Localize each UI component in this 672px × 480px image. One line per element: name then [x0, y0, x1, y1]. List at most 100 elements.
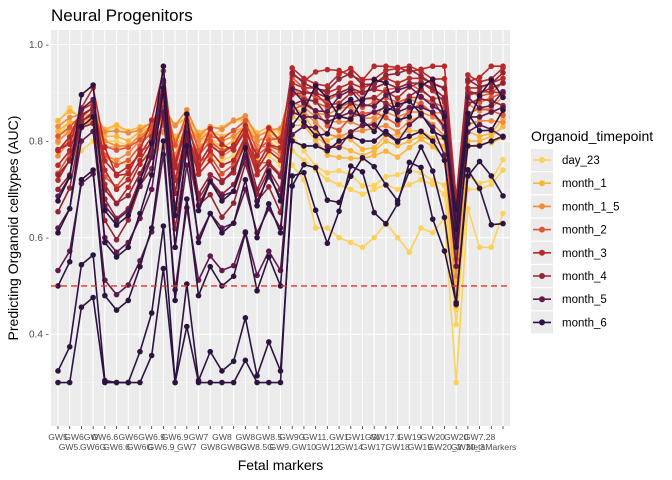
data-point-month_6: [55, 368, 61, 374]
data-point-day_23: [418, 225, 424, 231]
data-point-month_4: [219, 179, 225, 186]
data-point-month_3: [336, 67, 342, 74]
data-point-month_3: [102, 144, 108, 151]
data-point-month_6: [55, 198, 61, 204]
data-point-month_6: [324, 147, 331, 154]
data-point-day_23: [324, 170, 331, 176]
data-point-month_3: [277, 144, 284, 151]
legend-label-month_3: month_3: [562, 248, 607, 260]
data-point-month_4: [55, 208, 61, 215]
data-point-month_2: [242, 117, 249, 124]
legend-key-point-month_4: [539, 273, 545, 279]
data-point-month_1_5: [254, 133, 260, 140]
x-tick-label-row2: GW19.: [408, 442, 435, 452]
data-point-day_23: [359, 191, 366, 197]
data-point-month_6: [90, 167, 96, 173]
data-point-month_4: [312, 98, 319, 104]
data-point-month_1: [476, 133, 483, 140]
data-point-month_6: [383, 108, 389, 115]
data-point-month_5: [347, 87, 354, 93]
y-axis: 0.4 - 0.6 - 0.8 - 1.0 -: [29, 40, 49, 341]
data-point-month_3: [230, 147, 237, 153]
data-point-month_6: [265, 379, 272, 386]
data-point-month_4: [219, 214, 225, 220]
data-point-month_4: [230, 166, 237, 172]
data-point-month_4: [347, 70, 354, 77]
data-point-month_3: [219, 150, 225, 157]
data-point-month_3: [394, 95, 401, 101]
data-point-month_3: [195, 171, 202, 178]
data-point-month_6: [219, 379, 225, 386]
data-point-month_6: [195, 207, 202, 214]
data-point-month_6: [219, 230, 225, 236]
data-point-month_4: [359, 81, 366, 88]
data-point-month_3: [500, 63, 506, 70]
data-point-day_23: [371, 234, 377, 241]
data-point-day_23: [336, 181, 342, 188]
data-point-day_23: [312, 225, 319, 231]
data-point-month_3: [406, 75, 413, 82]
legend-label-month_1: month_1: [562, 178, 607, 190]
series-group: [55, 63, 506, 386]
data-point-month_4: [113, 200, 120, 207]
data-point-month_1_5: [312, 119, 319, 126]
data-point-month_6: [312, 207, 319, 214]
data-point-month_3: [55, 162, 61, 169]
data-point-month_3: [441, 63, 448, 70]
data-point-month_6: [476, 158, 483, 165]
data-point-month_6: [289, 138, 296, 144]
legend-label-month_2: month_2: [562, 225, 607, 237]
x-axis-title: Fetal markers: [238, 457, 324, 473]
data-point-month_3: [219, 162, 225, 169]
x-tick-label-row2: GW12: [315, 442, 340, 452]
data-point-month_6: [347, 163, 354, 169]
data-point-month_5: [336, 93, 342, 100]
data-point-month_3: [336, 85, 342, 91]
data-point-month_5: [324, 143, 331, 150]
y-tick-label: 1.0 -: [29, 40, 49, 51]
data-point-month_1_5: [102, 129, 108, 135]
x-tick-label-row1: GW6.9: [138, 432, 165, 442]
data-point-month_1_5: [359, 127, 366, 134]
data-point-month_2: [324, 123, 331, 129]
data-point-day_23: [418, 176, 424, 183]
data-point-month_6: [500, 94, 506, 101]
data-point-month_6: [301, 119, 307, 125]
data-point-month_5: [113, 291, 120, 298]
x-tick-label-row1: GW1GW: [345, 432, 380, 442]
data-point-month_5: [312, 114, 319, 120]
legend-label-day_23: day_23: [562, 155, 600, 167]
data-point-month_6: [230, 220, 237, 226]
data-point-month_6: [172, 379, 178, 386]
data-point-month_4: [383, 72, 389, 78]
data-point-month_3: [137, 161, 143, 168]
data-point-month_2: [371, 99, 377, 106]
data-point-month_5: [488, 102, 495, 109]
data-point-month_4: [55, 172, 61, 178]
data-point-day_23: [219, 157, 225, 164]
data-point-month_6: [488, 77, 495, 83]
data-point-month_3: [359, 77, 366, 84]
data-point-month_6: [406, 98, 413, 105]
data-point-month_4: [125, 217, 132, 223]
data-point-month_4: [406, 66, 413, 72]
data-point-month_4: [383, 100, 389, 107]
data-point-month_1: [312, 137, 319, 144]
data-point-month_1_5: [336, 118, 342, 125]
data-point-month_4: [324, 113, 331, 119]
data-point-month_6: [137, 379, 143, 386]
data-point-month_6: [125, 244, 132, 251]
data-point-month_6: [219, 368, 225, 374]
data-point-month_6: [207, 210, 214, 217]
data-point-month_1: [113, 133, 120, 140]
data-point-day_23: [488, 181, 495, 188]
data-point-month_5: [254, 272, 260, 279]
data-point-month_4: [301, 89, 307, 96]
data-point-day_23: [406, 249, 413, 255]
data-point-month_6: [137, 348, 143, 355]
data-point-month_4: [265, 184, 272, 190]
x-tick-label-row1: GW9G: [279, 432, 306, 442]
data-point-month_4: [254, 186, 260, 193]
